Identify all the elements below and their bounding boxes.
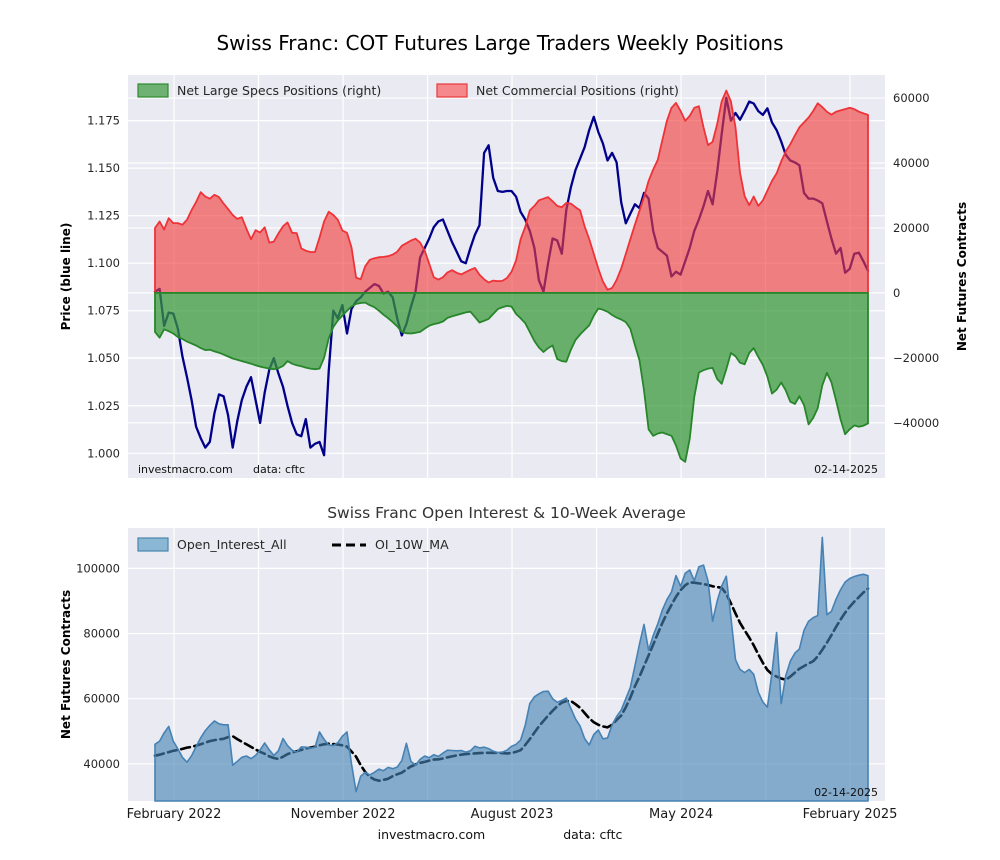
top-chart-net-large-specs-positions-right--area bbox=[154, 292, 869, 463]
bottom-chart-open-interest-all-area bbox=[154, 536, 869, 802]
y-tick-label-left: 40000 bbox=[83, 757, 120, 771]
x-tick-label: November 2022 bbox=[291, 807, 396, 822]
y-tick-label-right: 0 bbox=[893, 286, 900, 300]
top-chart-legend: Net Large Specs Positions (right) Net Com… bbox=[137, 83, 679, 98]
y-axis-label-left: Price (blue line) bbox=[59, 223, 73, 331]
y-tick-label-right: 40000 bbox=[893, 156, 930, 170]
y-tick-label-left: 1.175 bbox=[87, 114, 120, 128]
y-tick-label-left: 1.100 bbox=[87, 256, 120, 270]
figure-footer: investmacro.com data: cftc bbox=[0, 827, 1000, 842]
y-tick-label-left: 1.075 bbox=[87, 304, 120, 318]
top-chart-net-commercial-positions-right--area bbox=[154, 89, 869, 294]
annotation-date: 02-14-2025 bbox=[814, 786, 878, 799]
y-tick-label-left: 60000 bbox=[83, 692, 120, 706]
page-title: Swiss Franc: COT Futures Large Traders W… bbox=[216, 31, 784, 55]
y-tick-label-right: −20000 bbox=[893, 351, 939, 365]
legend-label: Open_Interest_All bbox=[177, 537, 287, 552]
annotation-watermark: investmacro.com bbox=[138, 463, 233, 476]
annotation-source: data: cftc bbox=[253, 463, 305, 476]
y-tick-label-left: 1.125 bbox=[87, 209, 120, 223]
legend-label: Net Large Specs Positions (right) bbox=[177, 83, 381, 98]
y-tick-label-left: 80000 bbox=[83, 627, 120, 641]
bottom-chart-title: Swiss Franc Open Interest & 10-Week Aver… bbox=[327, 504, 686, 522]
legend-swatch bbox=[137, 83, 169, 98]
footer-site: investmacro.com bbox=[377, 827, 486, 842]
legend-swatch bbox=[436, 83, 468, 98]
y-tick-label-left: 1.150 bbox=[87, 161, 120, 175]
x-tick-label: February 2025 bbox=[803, 807, 898, 822]
legend-swatch bbox=[137, 537, 169, 552]
legend-label: Net Commercial Positions (right) bbox=[476, 83, 679, 98]
y-tick-label-left: 1.050 bbox=[87, 351, 120, 365]
y-axis-label-right: Net Futures Contracts bbox=[955, 202, 969, 351]
y-axis-label-left: Net Futures Contracts bbox=[59, 590, 73, 739]
y-tick-label-right: 60000 bbox=[893, 91, 930, 105]
footer-source: data: cftc bbox=[563, 827, 623, 842]
legend-label: OI_10W_MA bbox=[375, 537, 449, 552]
x-tick-label: August 2023 bbox=[471, 807, 554, 822]
x-tick-label: May 2024 bbox=[649, 807, 713, 822]
y-tick-label-right: 20000 bbox=[893, 221, 930, 235]
bottom-chart: Open_Interest_All OI_10W_MA 02-14-2025 1000… bbox=[59, 528, 897, 822]
y-tick-label-left: 1.025 bbox=[87, 399, 120, 413]
y-tick-label-left: 1.000 bbox=[87, 446, 120, 460]
bottom-chart-legend: Open_Interest_All OI_10W_MA bbox=[137, 537, 449, 552]
y-tick-label-right: −40000 bbox=[893, 416, 939, 430]
top-chart: Net Large Specs Positions (right) Net Com… bbox=[59, 75, 969, 478]
y-tick-label-left: 100000 bbox=[76, 561, 120, 575]
x-tick-label: February 2022 bbox=[127, 807, 222, 822]
annotation-date: 02-14-2025 bbox=[814, 463, 878, 476]
